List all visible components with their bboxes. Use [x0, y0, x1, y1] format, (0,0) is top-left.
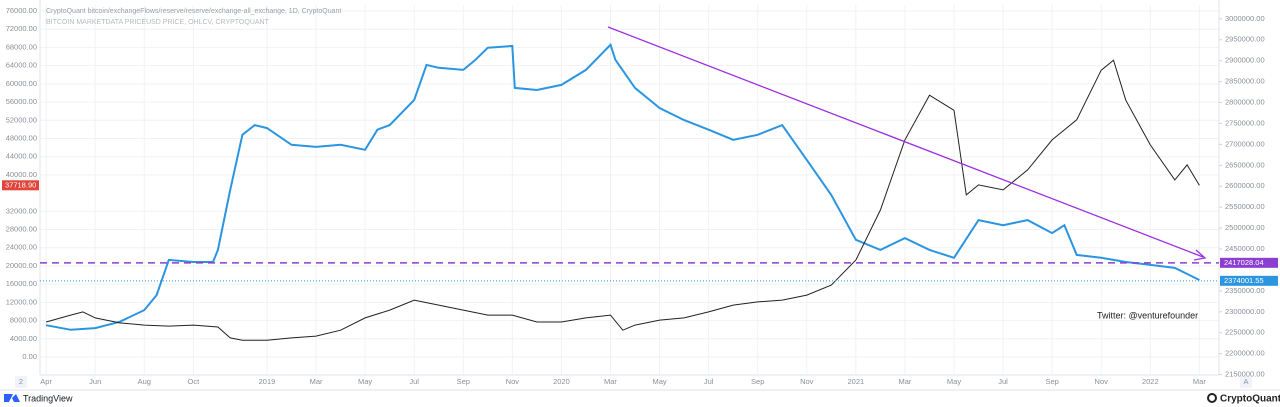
y-tick-label: 68000.00 [6, 42, 37, 51]
y2-tick-label: 2900000.00 [1225, 56, 1265, 65]
last-price-label: 37718.90 [5, 180, 36, 189]
x-tick-label: Mar [310, 377, 323, 386]
x-tick-label: Nov [800, 377, 814, 386]
y-tick-label: 48000.00 [6, 133, 37, 142]
button-label[interactable]: 2 [19, 377, 23, 386]
button-label[interactable]: A [1243, 377, 1248, 386]
y2-tick-label: 2450000.00 [1225, 244, 1265, 253]
y-tick-label: 28000.00 [6, 225, 37, 234]
y-tick-label: 16000.00 [6, 279, 37, 288]
y-tick-label: 20000.00 [6, 261, 37, 270]
y2-tick-label: 3000000.00 [1225, 14, 1265, 23]
chart-subtitle: BITCOIN MARKETDATA PRICEUSD PRICE, OHLCV… [46, 19, 270, 26]
y-tick-label: 52000.00 [6, 115, 37, 124]
button[interactable] [1240, 376, 1252, 388]
x-tick-label: Nov [506, 377, 520, 386]
x-tick-label: 2021 [848, 377, 865, 386]
grid [40, 5, 1219, 375]
x-tick-label: 2022 [1142, 377, 1159, 386]
x-tick-label: Sep [751, 377, 764, 386]
trend-arrow [1193, 249, 1207, 261]
y2-tick-label: 2550000.00 [1225, 202, 1265, 211]
x-tick-label: May [652, 377, 666, 386]
y2-tick-label: 2150000.00 [1225, 370, 1265, 379]
y2-tick-label: 2850000.00 [1225, 77, 1265, 86]
x-tick-label: Mar [604, 377, 617, 386]
y2-tick-label: 2950000.00 [1225, 35, 1265, 44]
trend-line [607, 26, 1204, 258]
y-tick-label: 60000.00 [6, 79, 37, 88]
y-tick-label: 72000.00 [6, 24, 37, 33]
series-line [45, 42, 1200, 331]
y-tick-label: 24000.00 [6, 243, 37, 252]
y2-tick-label: 2700000.00 [1225, 139, 1265, 148]
y-tick-label: 4000.00 [10, 334, 37, 343]
y2-tick-label: 2350000.00 [1225, 286, 1265, 295]
y2-tick-label: 2300000.00 [1225, 307, 1265, 316]
x-tick-label: Aug [138, 377, 151, 386]
x-tick-label: Mar [1193, 377, 1206, 386]
price-label-box [1220, 275, 1278, 286]
x-tick-label: 2019 [259, 377, 276, 386]
y2-tick-label: 2800000.00 [1225, 98, 1265, 107]
y-tick-label: 44000.00 [6, 152, 37, 161]
y-tick-label: 40000.00 [6, 170, 37, 179]
x-tick-label: 2020 [553, 377, 570, 386]
chart-title: CryptoQuant bitcoin/exchangeFlows/reserv… [46, 8, 341, 15]
series [45, 42, 1200, 341]
last-price-box [2, 180, 39, 191]
y-tick-label: 56000.00 [6, 97, 37, 106]
footer-brand: TradingView [23, 393, 73, 403]
y-tick-label: 12000.00 [6, 297, 37, 306]
y-tick-label: 8000.00 [10, 316, 37, 325]
series-line [45, 59, 1200, 341]
x-tick-label: Apr [40, 377, 52, 386]
button[interactable] [15, 376, 27, 388]
y-tick-label: 0.00 [22, 352, 37, 361]
x-tick-label: Jul [704, 377, 714, 386]
x-tick-label: May [947, 377, 961, 386]
x-tick-label: Jul [409, 377, 419, 386]
cryptoquant-logo [1207, 393, 1217, 403]
y-tick-label: 76000.00 [6, 6, 37, 15]
x-tick-label: Sep [457, 377, 470, 386]
y2-tick-label: 2600000.00 [1225, 181, 1265, 190]
price-label: 2374001.55 [1224, 276, 1264, 285]
x-tick-label: Nov [1095, 377, 1109, 386]
x-tick-label: Jun [89, 377, 101, 386]
price-label-box [1220, 257, 1278, 268]
y2-tick-label: 2650000.00 [1225, 160, 1265, 169]
tradingview-logo [4, 394, 20, 402]
x-tick-label: Mar [898, 377, 911, 386]
x-tick-label: May [358, 377, 372, 386]
y2-tick-label: 2750000.00 [1225, 118, 1265, 127]
y-tick-label: 32000.00 [6, 206, 37, 215]
x-tick-label: Jul [998, 377, 1008, 386]
y2-tick-label: 2200000.00 [1225, 349, 1265, 358]
y-tick-label: 64000.00 [6, 61, 37, 70]
y2-tick-label: 2500000.00 [1225, 223, 1265, 232]
footer-brand: CryptoQuant [1220, 394, 1280, 405]
annotation: Twitter: @venturefounder [1097, 310, 1198, 320]
price-label: 2417028.04 [1224, 258, 1264, 267]
x-tick-label: Sep [1045, 377, 1058, 386]
y2-tick-label: 2250000.00 [1225, 328, 1265, 337]
x-tick-label: Oct [188, 377, 201, 386]
